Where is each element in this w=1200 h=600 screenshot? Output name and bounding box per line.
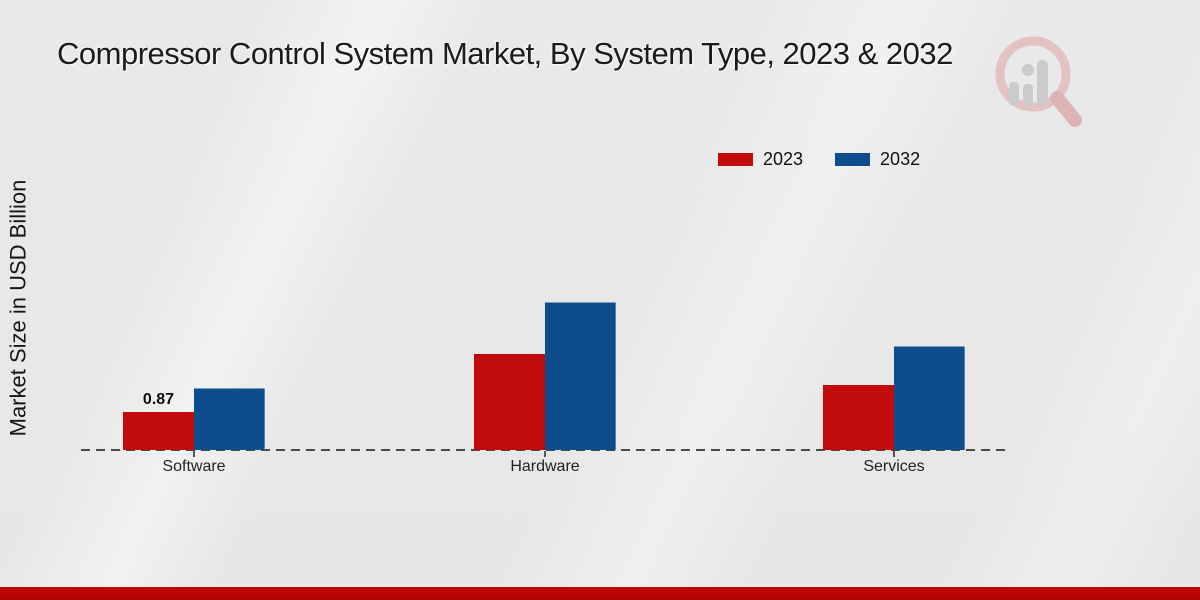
bar-value-label: 0.87 (142, 391, 175, 408)
category-label-software: Software (162, 458, 226, 475)
bar-hardware-2023 (474, 354, 545, 450)
x-axis-tick (893, 451, 895, 457)
legend-item-2032: 2032 (835, 149, 920, 170)
chart-title: Compressor Control System Market, By Sys… (57, 36, 953, 71)
legend-label-2023: 2023 (763, 149, 804, 169)
legend-label-2032: 2032 (880, 149, 921, 169)
x-axis-baseline (81, 449, 1007, 451)
legend-swatch-2032 (835, 153, 871, 166)
magnifier-bar-chart-logo-icon (995, 36, 1082, 127)
bar-services-2023 (823, 385, 894, 450)
legend-item-2023: 2023 (718, 149, 803, 170)
bar-software-2023 (123, 412, 194, 450)
legend: 2023 2032 (718, 149, 920, 170)
x-axis-tick (193, 451, 195, 457)
legend-swatch-2023 (718, 153, 753, 166)
category-label-services: Services (863, 458, 925, 475)
x-axis-tick (544, 451, 546, 457)
bar-software-2032 (194, 388, 265, 450)
category-label-hardware: Hardware (510, 458, 580, 475)
bar-hardware-2032 (545, 302, 616, 450)
bar-services-2032 (894, 346, 965, 450)
footer-accent-band (0, 587, 1200, 600)
